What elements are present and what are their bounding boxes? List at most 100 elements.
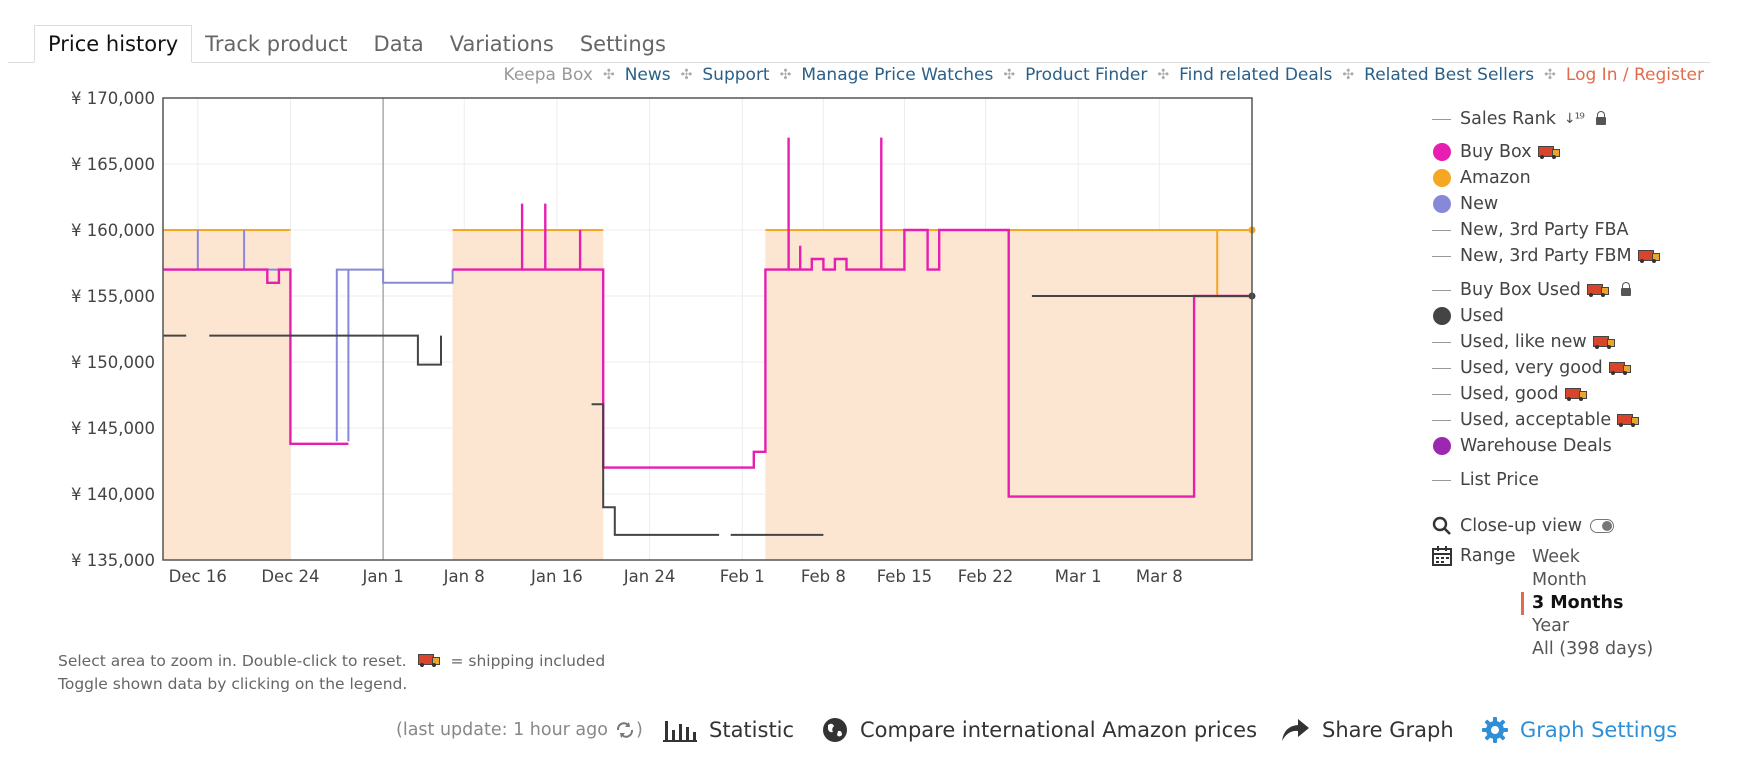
amazon-area-fill [163,230,291,560]
list-price-line-icon [1432,479,1451,481]
tab-variations[interactable]: Variations [449,32,554,56]
y-tick-label: ¥ 140,000 [71,485,155,504]
calendar-icon [1432,546,1452,566]
toplink-manage-price-watches[interactable]: Manage Price Watches [801,65,994,85]
y-tick-label: ¥ 170,000 [71,89,155,108]
toplink-find-related-deals[interactable]: Find related Deals [1179,65,1333,85]
used-acceptable-line-icon [1432,419,1451,421]
range-3-months[interactable]: 3 Months [1521,592,1653,615]
y-tick-label: ¥ 165,000 [71,155,155,174]
used-like-new-line-icon [1432,341,1451,343]
range-month[interactable]: Month [1532,570,1587,590]
y-tick-label: ¥ 135,000 [71,551,155,570]
chart-hints: Select area to zoom in. Double-click to … [58,650,605,696]
used-dot-icon [1433,307,1451,325]
refresh-icon[interactable] [614,721,636,739]
truck-icon [1586,283,1609,297]
separator-icon: ✣ [1544,67,1556,83]
amazon-series-line [765,229,1252,296]
buy-box-dot-icon [1433,143,1451,161]
x-tick-label: Jan 24 [623,567,676,586]
legend-warehouse-deals[interactable]: Warehouse Deals [1432,435,1612,457]
tab-settings[interactable]: Settings [579,32,666,56]
range-options: Week Month 3 Months Year All (398 days) [1521,546,1654,661]
x-tick-label: Feb 15 [877,567,932,586]
magnifier-icon [1432,516,1451,535]
x-tick-label: Jan 1 [362,567,404,586]
graph-settings-button[interactable]: Graph Settings [1482,715,1677,745]
used-series-line [209,334,442,366]
separator-icon: ✣ [602,67,615,83]
toplink-keepa-box[interactable]: Keepa Box [503,65,593,85]
y-tick-label: ¥ 145,000 [71,419,155,438]
buy-box-series-line [163,268,349,445]
x-tick-label: Jan 16 [530,567,583,586]
y-tick-label: ¥ 160,000 [71,221,155,240]
top-links: Keepa Box ✣ News ✣ Support ✣ Manage Price Watc… [504,65,1704,85]
x-tick-label: Mar 8 [1136,567,1183,586]
toplink-related-best-sellers[interactable]: Related Best Sellers [1364,65,1535,85]
toplink-news[interactable]: News [624,65,671,85]
legend-new-fba[interactable]: New, 3rd Party FBA [1432,219,1629,241]
separator-icon: ✣ [1342,67,1355,83]
lock-icon [1595,111,1606,125]
legend-amazon[interactable]: Amazon [1432,167,1531,189]
legend-sales-rank[interactable]: Sales Rank ↓¹⁹ [1432,108,1606,130]
new-series-line [335,268,454,442]
range-week[interactable]: Week [1532,547,1580,567]
share-graph-button[interactable]: Share Graph [1280,715,1454,745]
legend-used-good[interactable]: Used, good [1432,383,1587,405]
amazon-dot-icon [1433,169,1451,187]
legend-buy-box-used[interactable]: Buy Box Used [1432,279,1631,301]
separator-icon: ✣ [1003,67,1016,83]
toplink-support[interactable]: Support [702,65,770,85]
new-fba-line-icon [1432,229,1451,231]
range-all[interactable]: All (398 days) [1532,639,1654,659]
x-tick-label: Jan 8 [443,567,485,586]
last-update: (last update: 1 hour ago ) [396,720,643,740]
x-tick-label: Mar 1 [1055,567,1102,586]
legend-used-very-good[interactable]: Used, very good [1432,357,1631,379]
y-tick-label: ¥ 155,000 [71,287,155,306]
toplink-log-in-register[interactable]: Log In / Register [1565,65,1704,85]
closeup-view-toggle[interactable]: Close-up view [1432,515,1615,537]
legend-used[interactable]: Used [1432,305,1504,327]
legend-new[interactable]: New [1432,193,1498,215]
globe-icon [822,717,848,743]
truck-icon [1608,361,1631,375]
zoom-hint: Select area to zoom in. Double-click to … [58,652,407,670]
buy-box-series-line [452,137,1252,498]
share-icon [1280,717,1310,743]
toplink-product-finder[interactable]: Product Finder [1025,65,1148,85]
tab-track-product[interactable]: Track product [205,32,348,56]
legend-buy-box[interactable]: Buy Box [1432,141,1560,163]
truck-icon [1592,335,1615,349]
tab-price-history[interactable]: Price history [34,25,193,63]
x-tick-label: Feb 1 [720,567,765,586]
plot-area-frame [162,97,1253,561]
toggle-hint: Toggle shown data by clicking on the leg… [58,675,408,693]
sort-icon[interactable]: ↓¹⁹ [1563,111,1585,127]
legend-used-like-new[interactable]: Used, like new [1432,331,1615,353]
new-fbm-line-icon [1432,255,1451,257]
legend-list-price[interactable]: List Price [1432,469,1539,491]
price-history-chart[interactable]: ¥ 135,000 ¥ 140,000 ¥ 145,000 ¥ 150,000 ¥ 15… [0,0,1430,670]
y-tick-label: ¥ 150,000 [71,353,155,372]
toggle-icon[interactable] [1590,519,1615,533]
legend-used-acceptable[interactable]: Used, acceptable [1432,409,1640,431]
lock-icon [1620,282,1631,296]
used-good-line-icon [1432,393,1451,395]
statistic-button[interactable]: Statistic [663,715,794,745]
legend-new-fbm[interactable]: New, 3rd Party FBM [1432,245,1660,267]
x-tick-label: Feb 8 [801,567,846,586]
gear-icon [1482,717,1508,743]
truck-icon [1617,413,1640,427]
separator-icon: ✣ [680,67,693,83]
range-year[interactable]: Year [1532,616,1570,636]
range-label: Range [1432,545,1515,567]
x-tick-label: Feb 22 [958,567,1013,586]
buy-box-used-line-icon [1432,289,1451,291]
tab-data[interactable]: Data [373,32,424,56]
compare-prices-button[interactable]: Compare international Amazon prices [822,715,1257,745]
new-dot-icon [1433,195,1451,213]
